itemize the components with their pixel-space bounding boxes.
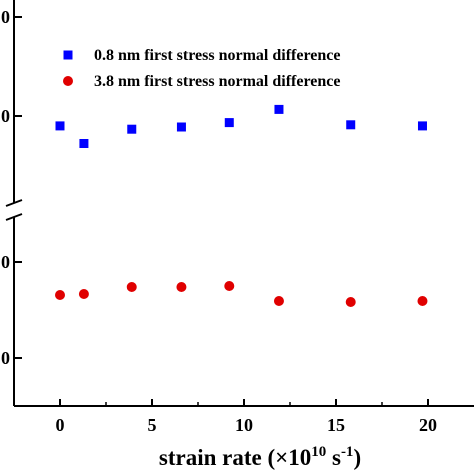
data-point-square [176,122,186,132]
data-point-square [417,121,427,131]
series-layer [55,104,428,307]
data-point-square [274,104,284,114]
x-axis-label: strain rate (×1010 s-1) [159,444,361,470]
data-point-square [224,118,234,128]
x-tick-label: 0 [56,415,65,435]
axis-break-mark-bottom [5,213,23,221]
legend: 0.8 nm first stress normal difference 3.8… [63,47,340,90]
data-point-circle [78,289,89,299]
data-point-circle [345,297,356,307]
data-point-circle [55,290,65,300]
y-tick-label: 0 [1,348,10,368]
x-axis-label-main: strain rate (×10 [159,445,311,470]
x-axis-label-close: ) [353,445,361,470]
x-axis-label-unit: s [326,445,341,470]
y-ticks: 0 0 0 0 [1,7,22,368]
data-point-circle [224,281,235,291]
x-axis-label-exponent: 10 [311,444,326,460]
legend-marker-square [63,50,73,60]
y-tick-label: 0 [1,7,10,27]
data-point-circle [176,282,187,292]
y-tick-label: 0 [1,252,10,272]
x-tick-label: 10 [235,415,253,435]
x-tick-label: 5 [148,415,157,435]
x-tick-label: 20 [419,415,437,435]
legend-marker-circle [63,76,73,86]
axis-break-mark-top [5,199,23,207]
data-point-circle [126,282,137,292]
data-point-square [346,120,356,130]
data-point-square [127,124,137,134]
data-point-circle [417,296,428,306]
legend-label: 0.8 nm first stress normal difference [94,47,340,64]
data-point-square [55,121,65,131]
data-point-square [79,139,89,148]
x-axis-label-unit-exponent: -1 [341,444,354,460]
x-ticks: 0 5 10 15 20 [56,399,437,435]
legend-label: 3.8 nm first stress normal difference [94,73,340,90]
y-tick-label: 0 [1,106,10,126]
data-point-circle [273,296,284,306]
x-tick-label: 15 [327,415,345,435]
